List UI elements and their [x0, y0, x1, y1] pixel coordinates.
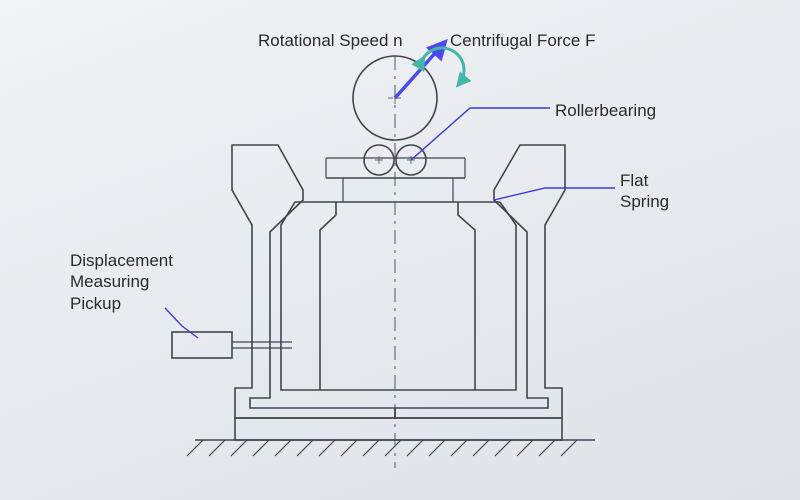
inner-frame	[281, 202, 516, 390]
leader-lines	[165, 108, 615, 338]
displacement-pickup	[172, 332, 292, 358]
ground	[187, 440, 595, 456]
label-displacement-pickup: Displacement Measuring Pickup	[70, 250, 173, 314]
label-rotational-speed: Rotational Speed n	[258, 30, 403, 51]
outer-frame	[232, 145, 565, 440]
label-flat-spring: Flat Spring	[620, 170, 669, 213]
rotation-arrow	[423, 48, 464, 84]
label-centrifugal-force: Centrifugal Force F	[450, 30, 596, 51]
label-rollerbearing: Rollerbearing	[555, 100, 656, 121]
